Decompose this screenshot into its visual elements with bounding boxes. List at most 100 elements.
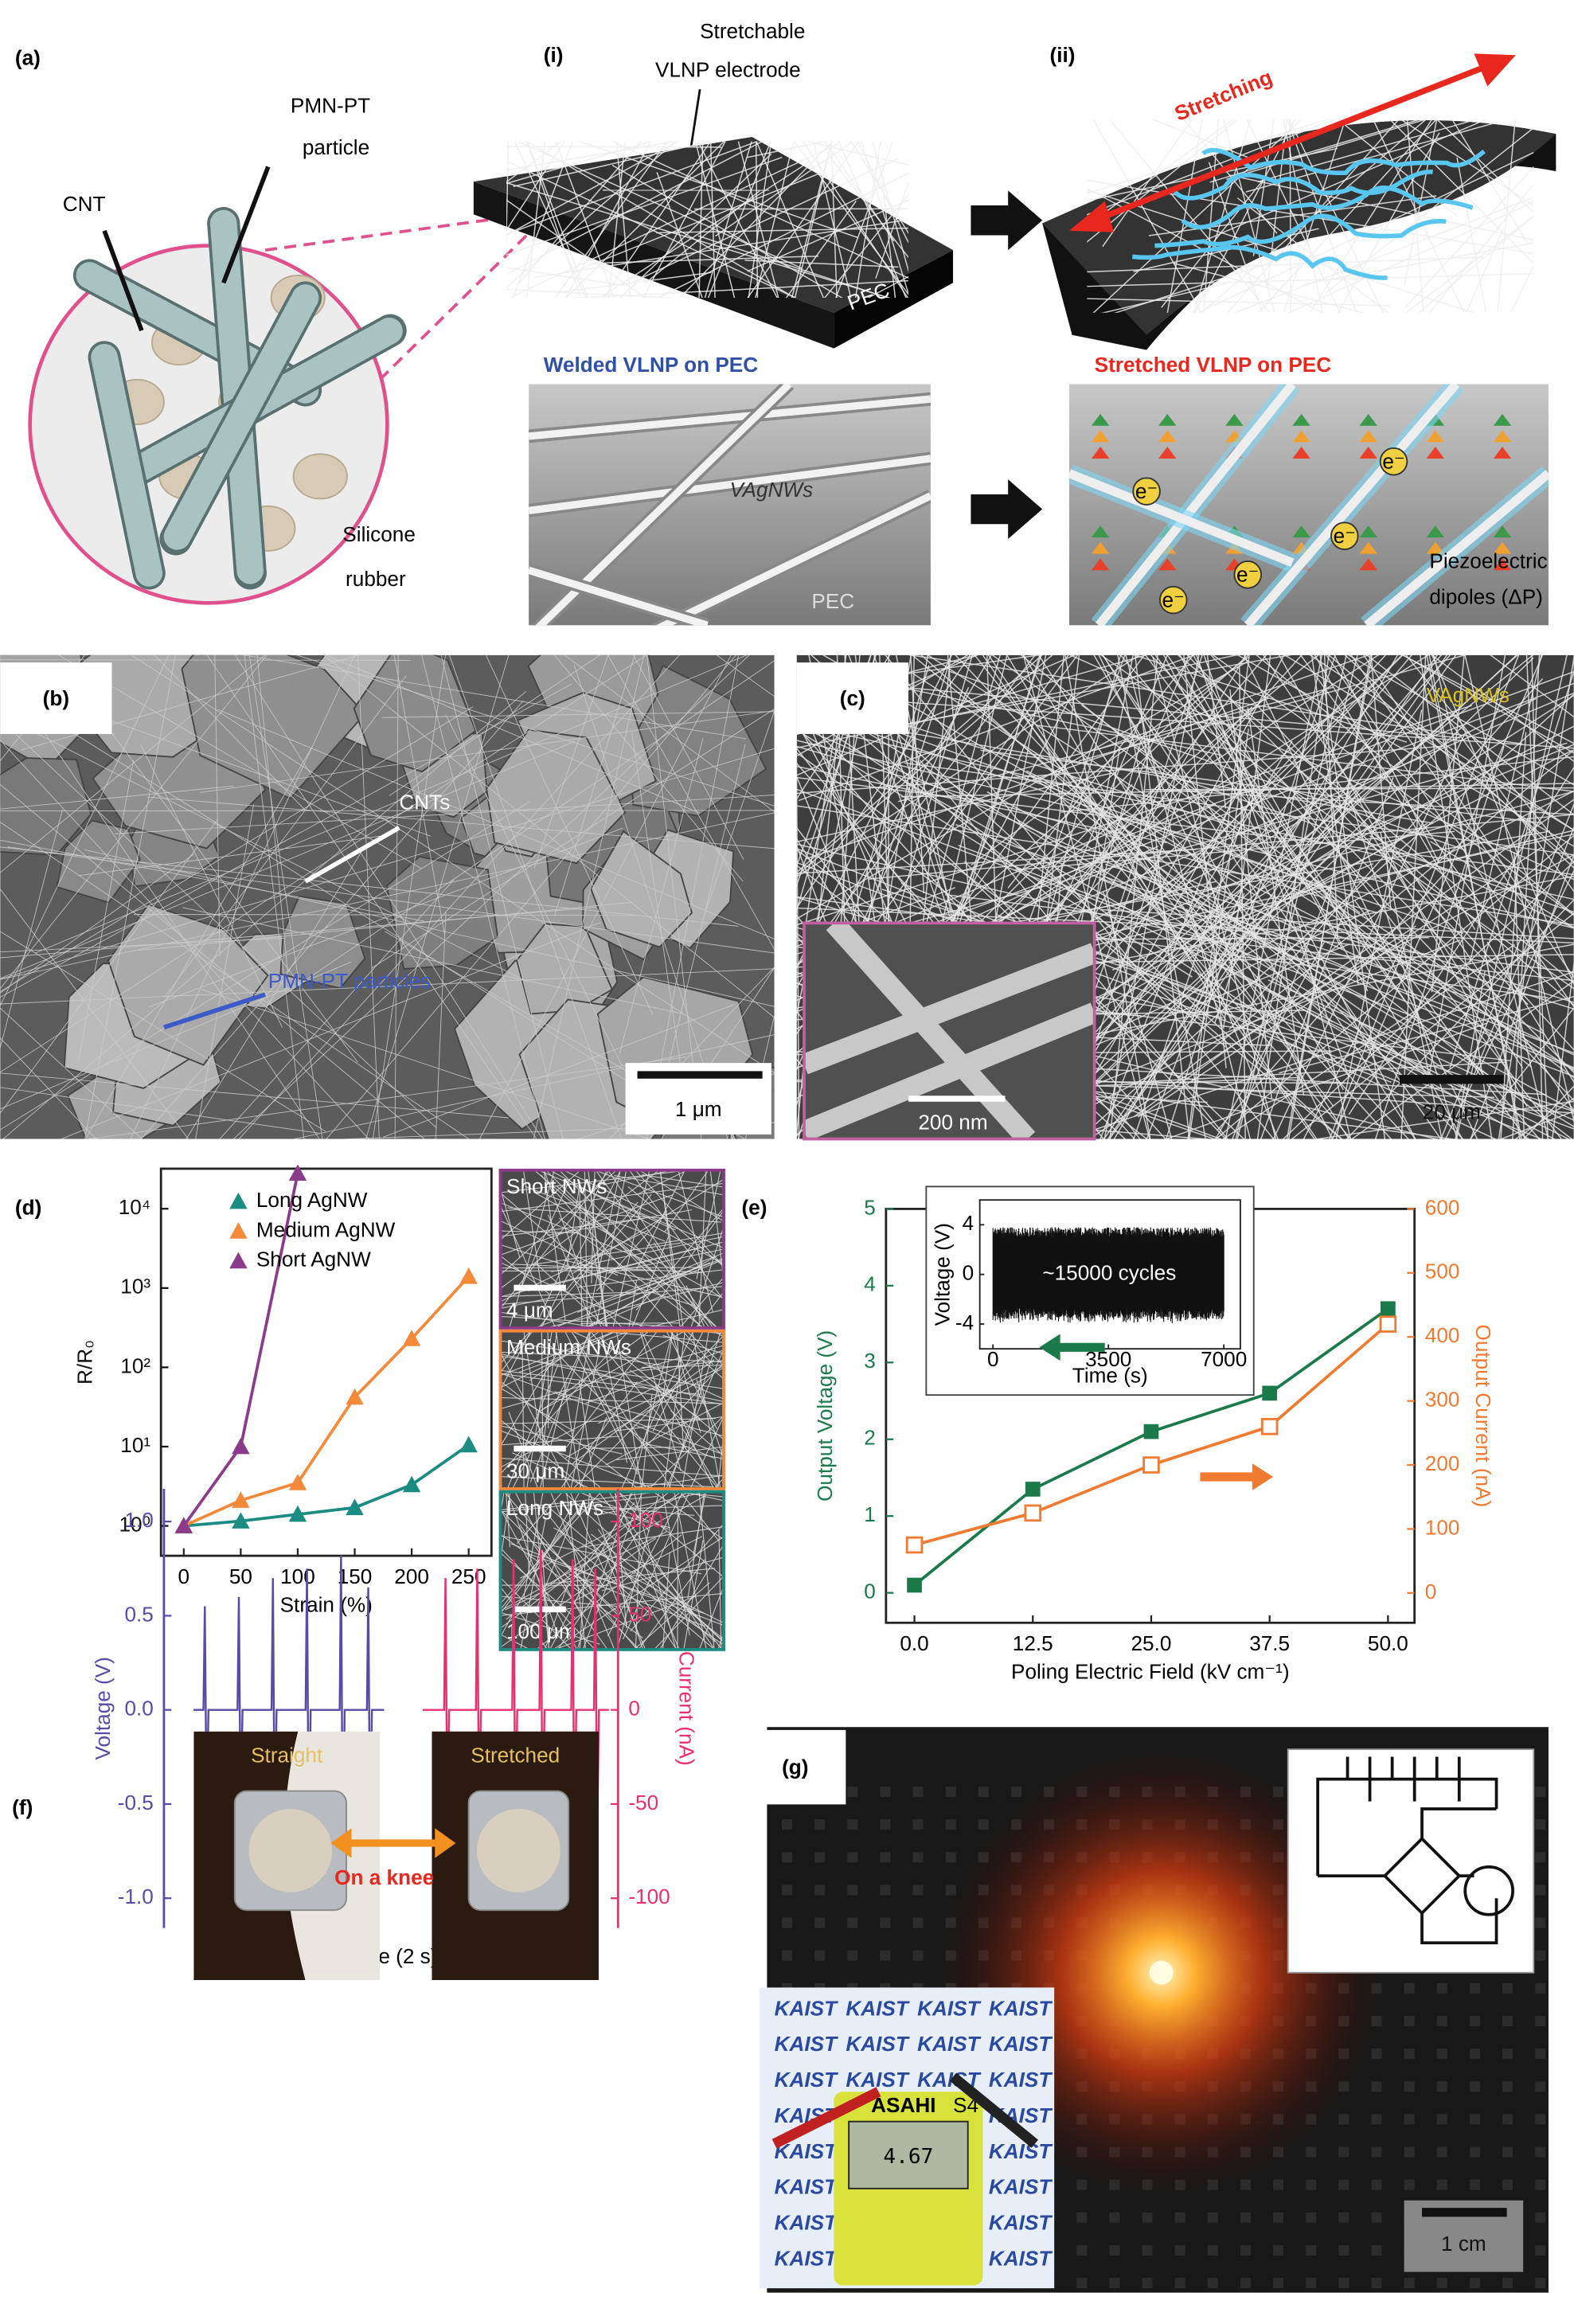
nanowire (1334, 654, 1439, 861)
electron-label: e⁻ (1162, 588, 1185, 611)
nanowire (371, 708, 775, 969)
nanowire (0, 812, 775, 980)
nanowire (522, 1329, 541, 1441)
y-tick-label: 4 (963, 1211, 974, 1235)
nanowire (0, 714, 526, 982)
nanowire (756, 141, 825, 298)
nanowire (802, 141, 908, 298)
breadboard-hole (1502, 2049, 1513, 2060)
pointer (304, 826, 400, 884)
nanowire (548, 1214, 596, 1330)
nanowire (748, 146, 771, 298)
nanowire (693, 1289, 725, 1330)
nanowire (506, 160, 797, 298)
nanowire (421, 654, 545, 1139)
nanowire (607, 1490, 714, 1648)
nanowire (2, 690, 527, 1139)
nanowire (623, 1490, 691, 1640)
breadboard-hole (1273, 2179, 1284, 2190)
breadboard-hole (1371, 2081, 1382, 2092)
nanowire (1092, 119, 1202, 313)
nanowire (540, 1168, 623, 1330)
breadboard-hole (1469, 2146, 1480, 2158)
nanowire (1049, 875, 1574, 973)
nanowire (929, 654, 1079, 855)
breadboard-hole (880, 1950, 891, 1961)
nanowire (1282, 861, 1574, 1139)
nanowire (1087, 189, 1476, 313)
nanowire (498, 1355, 725, 1389)
nanowire (498, 1611, 600, 1645)
nanowire (558, 1381, 638, 1490)
nanowire (521, 1423, 605, 1490)
dipole-arrow (1225, 413, 1244, 426)
nanowire (796, 896, 1549, 998)
nanowire (0, 659, 411, 661)
nanowire (1056, 740, 1293, 1139)
nanowire (87, 1057, 686, 1139)
y2-tick-label: 0 (1425, 1580, 1437, 1603)
electron-label: e⁻ (1334, 524, 1356, 548)
nanowire (709, 141, 716, 298)
nanowire (506, 1490, 673, 1620)
nanowire (1177, 654, 1574, 984)
nanowire (572, 1178, 725, 1275)
breadboard-hole (1469, 1982, 1480, 1994)
nanowire (631, 1582, 710, 1651)
nanowire (1405, 654, 1574, 864)
breadboard-hole (1436, 2179, 1447, 2190)
nanowire (523, 1490, 544, 1598)
marker (402, 1475, 421, 1493)
nanowire (632, 1490, 678, 1651)
nanowire (1061, 799, 1352, 1139)
breadboard-hole (1535, 2015, 1546, 2027)
y-axis-label: Voltage (V) (931, 1223, 955, 1326)
nanowire (641, 1394, 653, 1490)
data-line (423, 1549, 609, 1870)
nanowire (613, 1490, 681, 1651)
breadboard-hole (912, 1950, 924, 1961)
nanowire (796, 686, 970, 1071)
inset-annotation: ~15000 cycles (1042, 1261, 1176, 1285)
nanowire (1299, 654, 1500, 930)
nanowire (567, 1329, 725, 1400)
y-tick-label: 0.0 (124, 1697, 153, 1721)
nanowire (715, 141, 854, 237)
silver-nanowire (529, 566, 709, 626)
nanowire (510, 141, 760, 234)
nanowire (1100, 908, 1574, 939)
nanowire (0, 846, 739, 927)
breadboard-hole (1273, 2212, 1284, 2223)
y-axis-label: Voltage (V) (91, 1657, 115, 1760)
nanowire (0, 654, 648, 1073)
nanowire (755, 141, 795, 298)
nanowire (796, 654, 1053, 877)
nanowire-zoom (826, 923, 1036, 1139)
nanowire (1430, 841, 1574, 928)
nanowire (1028, 654, 1443, 1139)
nanowire (1283, 119, 1346, 313)
y-tick-label: 10⁰ (119, 1512, 151, 1536)
stretch-arrow-head (1474, 53, 1516, 87)
breadboard-hole (814, 1917, 826, 1928)
board-label: KAIST (846, 1996, 909, 2020)
nanowire (691, 1329, 721, 1490)
board-label: KAIST (989, 2175, 1053, 2199)
nanowire (1087, 119, 1338, 216)
nanowire (1093, 654, 1345, 1091)
label: VAgNWs (1427, 683, 1510, 707)
nanowire (1166, 892, 1245, 1139)
nanowire (0, 839, 424, 922)
dipole-arrow (1493, 413, 1512, 426)
nanowire (525, 141, 796, 298)
x-tick-label: 25.0 (1131, 1631, 1171, 1655)
dipole-arrow (1359, 446, 1377, 459)
nanowire (746, 141, 828, 158)
breadboard-hole (1338, 2278, 1349, 2289)
nanowire (547, 1329, 549, 1429)
inset-border (803, 921, 1096, 1141)
label: Piezoelectric (1429, 549, 1547, 573)
marker (1143, 1424, 1159, 1439)
process-arrow (971, 479, 1043, 539)
nanowire (704, 141, 752, 298)
